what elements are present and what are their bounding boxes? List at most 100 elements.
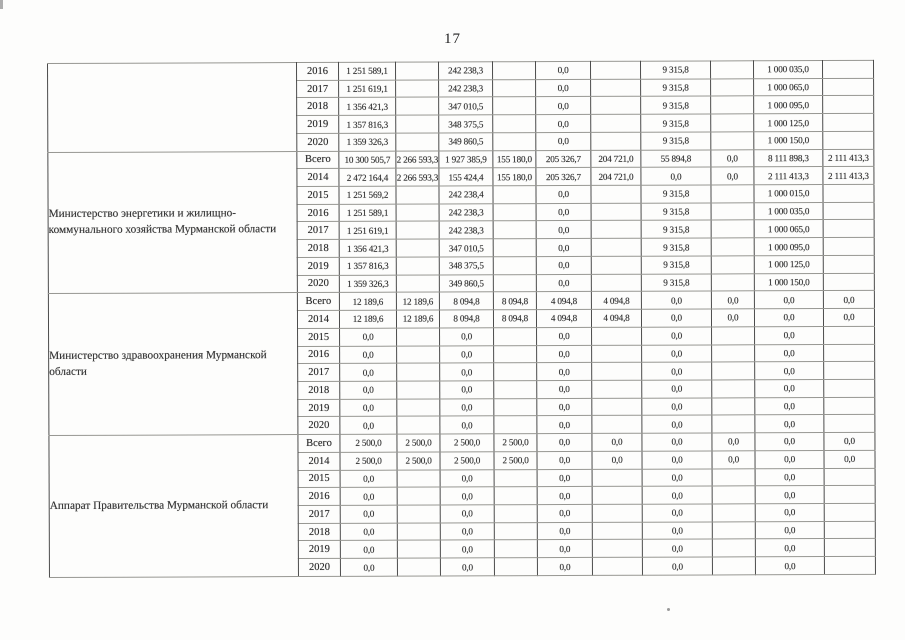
year-cell: 2020 xyxy=(297,275,340,293)
year-cell: 2017 xyxy=(296,80,339,98)
value-cell xyxy=(493,221,537,239)
value-cell xyxy=(396,203,440,222)
value-cell: 0,0 xyxy=(641,309,712,328)
value-cell: 0,0 xyxy=(439,380,494,399)
value-cell xyxy=(711,255,755,274)
value-cell: 2 500,0 xyxy=(439,451,495,470)
value-cell xyxy=(590,132,641,151)
value-cell xyxy=(397,504,441,523)
value-cell: 12 189,6 xyxy=(339,310,397,329)
value-cell xyxy=(592,521,643,540)
value-cell xyxy=(494,540,538,558)
value-cell: 0,0 xyxy=(339,398,397,417)
value-cell xyxy=(492,132,536,151)
value-cell xyxy=(590,114,641,133)
value-cell: 0,0 xyxy=(439,416,494,435)
value-cell: 0,0 xyxy=(537,468,593,487)
value-cell xyxy=(711,379,755,398)
value-cell: 8 094,8 xyxy=(439,309,494,328)
value-cell: 1 000 125,0 xyxy=(753,113,823,132)
value-cell: 8 094,8 xyxy=(493,309,537,328)
value-cell xyxy=(590,185,642,204)
value-cell xyxy=(590,78,641,97)
value-cell: 0,0 xyxy=(536,451,593,470)
value-cell: 348 375,5 xyxy=(438,114,493,133)
value-cell xyxy=(711,415,755,434)
value-cell xyxy=(824,503,876,522)
value-cell: 0,0 xyxy=(440,522,495,541)
value-cell: 0,0 xyxy=(535,114,591,133)
value-cell: 0,0 xyxy=(339,345,397,364)
value-cell: 1 251 619,1 xyxy=(338,79,396,98)
value-cell: 0,0 xyxy=(340,505,398,524)
value-cell: 2 266 593,3 xyxy=(395,168,439,187)
value-cell: 0,0 xyxy=(440,487,495,505)
value-cell: 0,0 xyxy=(537,557,593,576)
value-cell xyxy=(397,540,441,559)
value-cell xyxy=(592,486,643,505)
value-cell xyxy=(824,521,876,539)
value-cell: 0,0 xyxy=(640,167,711,186)
value-cell: 4 094,8 xyxy=(536,291,592,310)
value-cell xyxy=(823,202,875,220)
value-cell: 0,0 xyxy=(754,344,824,363)
value-cell xyxy=(591,415,642,434)
value-cell xyxy=(710,131,754,150)
value-cell: 349 860,5 xyxy=(438,132,493,151)
value-cell xyxy=(823,414,875,433)
total-row-label-cell: Всего xyxy=(297,434,340,453)
value-cell xyxy=(823,379,875,398)
value-cell: 0,0 xyxy=(535,132,591,151)
value-cell: 0,0 xyxy=(536,415,592,434)
value-cell: 0,0 xyxy=(536,327,592,346)
value-cell xyxy=(395,97,439,116)
value-cell: 1 000 065,0 xyxy=(754,219,824,238)
value-cell: 4 094,8 xyxy=(591,309,642,328)
value-cell: 155 180,0 xyxy=(492,167,536,186)
value-cell: 0,0 xyxy=(641,433,712,452)
value-cell: 347 010,5 xyxy=(439,238,494,257)
ministry-label-cell: Аппарат Правительства Мурманской области xyxy=(48,434,299,578)
value-cell: 0,0 xyxy=(642,557,713,576)
value-cell: 0,0 xyxy=(641,291,712,310)
value-cell xyxy=(493,362,537,381)
value-cell: 204 721,0 xyxy=(590,149,641,168)
value-cell xyxy=(492,97,536,115)
year-cell: 2019 xyxy=(296,115,339,134)
value-cell: 9 315,8 xyxy=(640,131,711,150)
value-cell: 0,0 xyxy=(536,203,592,222)
value-cell xyxy=(493,380,537,399)
value-cell xyxy=(395,132,439,151)
value-cell xyxy=(591,238,642,257)
value-cell: 1 000 095,0 xyxy=(754,237,824,256)
value-cell xyxy=(823,237,875,256)
year-cell: 2018 xyxy=(297,381,340,400)
value-cell: 2 111 413,3 xyxy=(822,166,874,185)
year-cell: 2014 xyxy=(296,168,339,187)
value-cell: 1 359 326,3 xyxy=(339,274,397,293)
value-cell: 0,0 xyxy=(340,522,398,541)
value-cell xyxy=(822,95,874,114)
value-cell xyxy=(711,326,755,345)
ministry-label-cell: Министерство здравоохранения Мурманской … xyxy=(48,292,298,436)
total-row-label-cell: Всего xyxy=(296,150,339,169)
value-cell xyxy=(494,522,538,541)
value-cell xyxy=(712,521,756,540)
value-cell: 0,0 xyxy=(537,539,593,558)
value-cell xyxy=(711,237,755,256)
value-cell: 0,0 xyxy=(754,432,824,451)
value-cell: 0,0 xyxy=(641,344,712,363)
value-cell xyxy=(710,78,754,97)
year-cell: 2017 xyxy=(298,505,341,524)
value-cell: 205 326,7 xyxy=(535,167,591,186)
value-cell xyxy=(396,363,440,382)
year-cell: 2017 xyxy=(297,363,340,382)
value-cell xyxy=(396,416,440,435)
year-cell: 2016 xyxy=(297,204,340,223)
value-cell: 242 238,4 xyxy=(438,185,494,204)
value-cell: 0,0 xyxy=(755,538,825,557)
value-cell xyxy=(823,396,875,415)
value-cell: 0,0 xyxy=(536,256,592,275)
value-cell: 8 111 898,3 xyxy=(753,149,823,168)
